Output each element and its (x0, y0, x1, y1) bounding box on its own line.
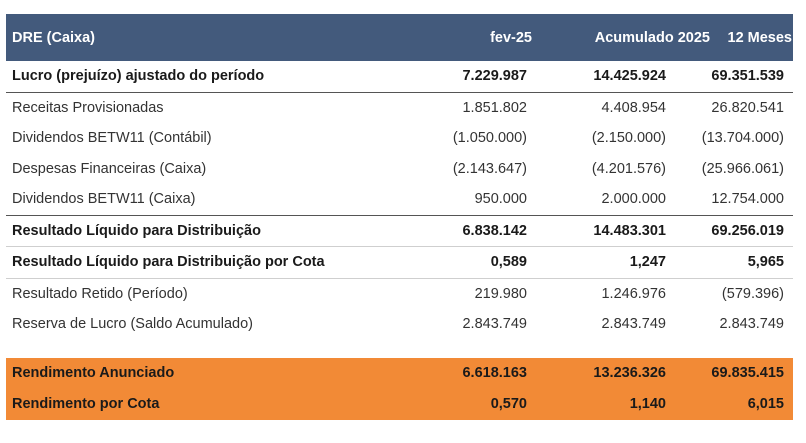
row-label: Dividendos BETW11 (Caixa) (12, 191, 196, 208)
row-value-fev-25: 0,570 (490, 396, 527, 412)
row-value-fev-25: 7.229.987 (462, 68, 527, 85)
row-label: Resultado Retido (Período) (12, 285, 188, 302)
table-row: Resultado Retido (Período) 219.980 1.246… (6, 279, 793, 310)
row-label: Resultado Líquido para Distribuição (12, 222, 261, 239)
row-value-fev-25: 2.843.749 (462, 316, 527, 333)
row-value-fev-25: (2.143.647) (452, 160, 527, 177)
row-value-fev-25: 950.000 (474, 191, 527, 208)
row-value-acumulado: 2.843.749 (601, 316, 666, 333)
table-row: Dividendos BETW11 (Contábil) (1.050.000)… (6, 123, 793, 154)
row-value-acumulado: 14.483.301 (593, 222, 666, 239)
row-value-12-meses: 69.256.019 (711, 222, 784, 239)
table-row: Lucro (prejuízo) ajustado do período 7.2… (6, 61, 793, 93)
table-row: Dividendos BETW11 (Caixa) 950.000 2.000.… (6, 184, 793, 216)
row-value-12-meses: 2.843.749 (719, 316, 784, 333)
row-value-acumulado: 2.000.000 (601, 191, 666, 208)
row-value-fev-25: 0,589 (490, 254, 527, 271)
row-value-acumulado: 4.408.954 (601, 99, 666, 116)
row-value-fev-25: 219.980 (474, 285, 527, 302)
row-label: Lucro (prejuízo) ajustado do período (12, 68, 265, 85)
row-value-fev-25: 6.618.163 (462, 365, 527, 381)
dre-table: DRE (Caixa) fev-25 Acumulado 2025 12 Mes… (6, 14, 793, 420)
row-value-fev-25: 6.838.142 (462, 222, 527, 239)
row-label: Receitas Provisionadas (12, 99, 164, 116)
row-value-acumulado: 1,140 (629, 396, 666, 412)
table-row: Reserva de Lucro (Saldo Acumulado) 2.843… (6, 309, 793, 340)
row-value-12-meses: 12.754.000 (711, 191, 784, 208)
highlight-section: Rendimento Anunciado 6.618.163 13.236.32… (6, 357, 793, 420)
row-label: Dividendos BETW11 (Contábil) (12, 130, 212, 147)
row-value-12-meses: (13.704.000) (701, 130, 784, 147)
row-value-12-meses: (25.966.061) (701, 160, 784, 177)
row-value-acumulado: 1.246.976 (601, 285, 666, 302)
table-row: Despesas Financeiras (Caixa) (2.143.647)… (6, 154, 793, 185)
table-row: Resultado Líquido para Distribuição por … (6, 247, 793, 279)
row-value-acumulado: 14.425.924 (593, 68, 666, 85)
row-value-acumulado: (2.150.000) (591, 130, 666, 147)
table-row: Resultado Líquido para Distribuição 6.83… (6, 216, 793, 247)
header-12-meses: 12 Meses (727, 29, 793, 46)
row-value-12-meses: 69.351.539 (711, 68, 784, 85)
row-label: Resultado Líquido para Distribuição por … (12, 254, 325, 271)
row-value-12-meses: 6,015 (747, 396, 784, 412)
row-value-acumulado: 13.236.326 (593, 365, 666, 381)
row-value-12-meses: 69.835.415 (711, 365, 784, 381)
table-header: DRE (Caixa) fev-25 Acumulado 2025 12 Mes… (6, 14, 793, 61)
row-value-12-meses: 5,965 (747, 254, 784, 271)
row-value-fev-25: 1.851.802 (462, 99, 527, 116)
row-value-fev-25: (1.050.000) (452, 130, 527, 147)
row-label: Despesas Financeiras (Caixa) (12, 160, 207, 177)
table-row: Receitas Provisionadas 1.851.802 4.408.9… (6, 93, 793, 124)
row-label: Rendimento Anunciado (12, 365, 175, 381)
header-label: DRE (Caixa) (12, 29, 95, 46)
row-label: Rendimento por Cota (12, 396, 160, 412)
section-spacer (6, 340, 793, 358)
header-acumulado-2025: Acumulado 2025 (594, 29, 710, 46)
highlight-row: Rendimento Anunciado 6.618.163 13.236.32… (6, 358, 793, 389)
row-value-acumulado: 1,247 (629, 254, 666, 271)
header-fev-25: fev-25 (490, 29, 532, 46)
row-value-12-meses: 26.820.541 (711, 99, 784, 116)
row-label: Reserva de Lucro (Saldo Acumulado) (12, 316, 253, 333)
row-value-acumulado: (4.201.576) (591, 160, 666, 177)
highlight-row: Rendimento por Cota 0,570 1,140 6,015 (6, 389, 793, 420)
row-value-12-meses: (579.396) (721, 285, 784, 302)
